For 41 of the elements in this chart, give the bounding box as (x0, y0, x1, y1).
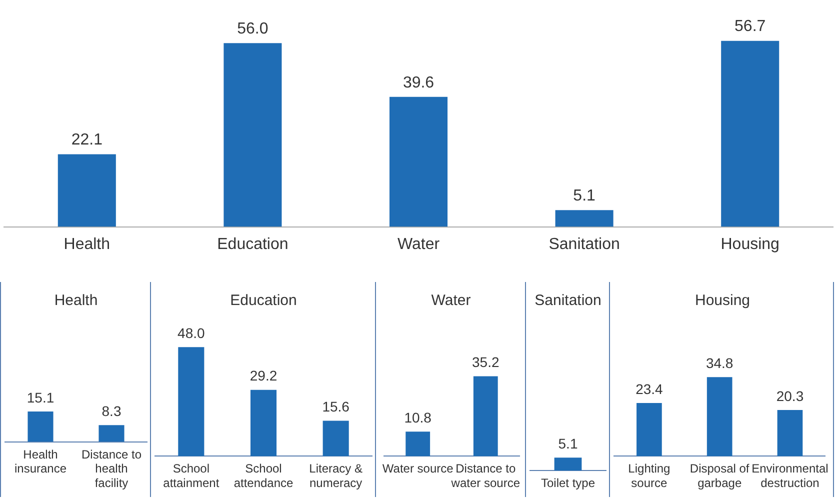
chart-title: Sanitation (534, 292, 602, 310)
x-tick-label: Environmental destruction (752, 462, 828, 490)
x-tick-label: Health (64, 236, 110, 253)
x-tick-label: School attendance (234, 462, 294, 490)
data-label: 23.4 (636, 380, 664, 397)
x-tick-label: Water source (382, 462, 454, 476)
data-label: 29.2 (250, 368, 278, 384)
data-label: 56.0 (237, 20, 268, 38)
chart-title: Education (230, 292, 297, 310)
data-label: 5.1 (573, 187, 596, 204)
x-tick-label: Lighting source (628, 462, 670, 490)
x-tick-label: Toilet type (540, 476, 596, 490)
x-tick-label: Sanitation (548, 236, 620, 253)
x-tick-label: Distance to health facility (81, 447, 142, 490)
data-label: 35.2 (472, 354, 500, 370)
data-label: 22.1 (71, 132, 103, 149)
x-tick-label: Health insurance (14, 447, 67, 476)
bar (58, 154, 116, 227)
data-label: 34.8 (706, 354, 734, 371)
chart-title: Housing (694, 292, 750, 310)
data-label: 8.3 (102, 403, 122, 420)
bar (389, 96, 448, 227)
x-tick-label: Literacy & numeracy (309, 462, 363, 490)
x-tick-label: Education (217, 236, 288, 253)
data-label: 10.8 (404, 410, 432, 426)
data-label: 48.0 (178, 324, 206, 341)
bar (555, 210, 614, 227)
chart-title: Water (431, 292, 471, 310)
data-label: 15.6 (322, 398, 350, 415)
data-label: 39.6 (402, 74, 434, 92)
bar (721, 40, 780, 227)
data-label: 20.3 (776, 388, 804, 404)
x-tick-label: Water (397, 236, 440, 253)
x-tick-label: Disposal of garbage (690, 462, 750, 490)
x-tick-label: Housing (720, 236, 780, 253)
chart-title: Health (54, 292, 98, 310)
data-label: 15.1 (26, 389, 54, 406)
data-label: 56.7 (734, 18, 766, 36)
x-tick-label: School attainment (163, 462, 220, 490)
bar (224, 43, 282, 227)
data-label: 5.1 (558, 436, 578, 452)
